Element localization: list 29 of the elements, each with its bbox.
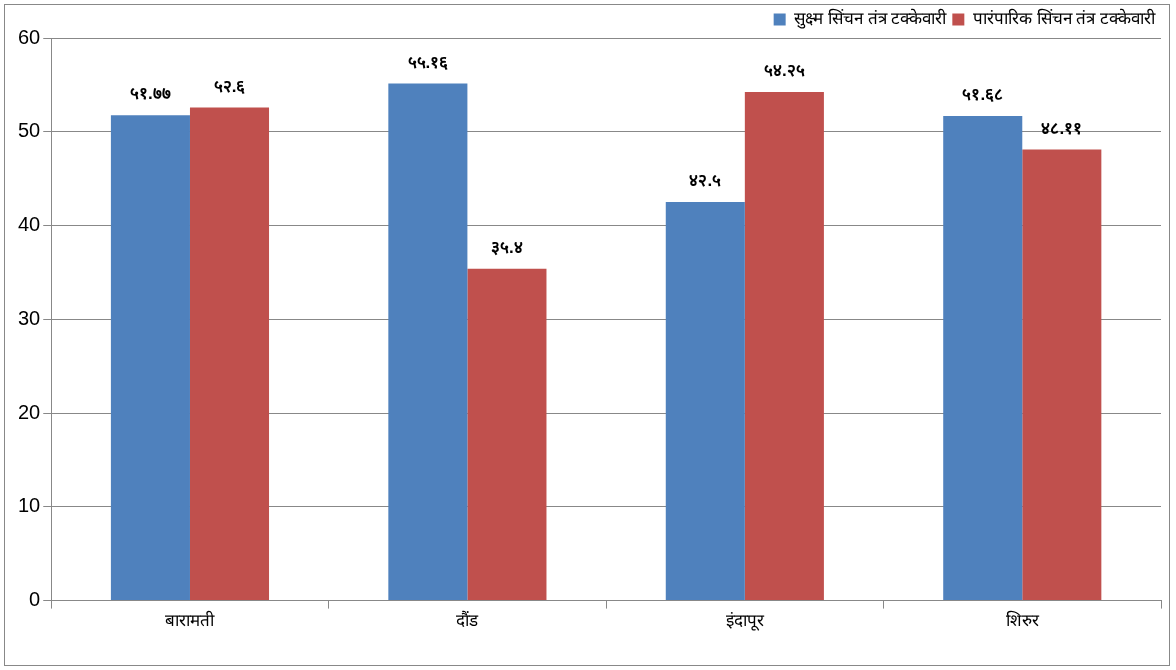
y-tick-label: 40: [18, 213, 41, 236]
x-tick-label: दौंड: [456, 610, 480, 631]
y-tick-label: 30: [18, 306, 41, 329]
data-label: ५१.६८: [962, 85, 1004, 105]
y-tick-label: 20: [18, 400, 41, 423]
bar: [110, 115, 190, 601]
data-label: ४८.११: [1041, 118, 1083, 138]
data-label: ३५.४: [491, 237, 523, 257]
y-tick-label: 50: [18, 119, 41, 142]
bar: [388, 83, 468, 601]
data-label: ५५.१६: [407, 52, 449, 72]
bar: [744, 91, 824, 601]
y-tick-label: 0: [29, 588, 41, 611]
x-tick-label: इंदापूर: [725, 611, 765, 632]
data-label: ५२.६: [213, 76, 246, 96]
bar: [1022, 149, 1102, 601]
bar: [467, 268, 547, 601]
data-label: ४२.५: [689, 171, 722, 191]
x-tick-label: बारामती: [165, 610, 216, 631]
bar: [189, 107, 270, 601]
bar: [665, 202, 745, 601]
bar: [943, 116, 1023, 601]
data-label: ५१.७७: [130, 84, 171, 104]
x-tick-label: शिरुर: [1005, 610, 1040, 631]
legend-label: सुक्ष्म सिंचन तंत्र टक्केवारी: [794, 8, 948, 30]
y-tick-label: 10: [18, 494, 41, 517]
data-label: ५४.२५: [764, 61, 805, 81]
y-tick-label: 60: [18, 25, 41, 48]
legend-label: पारंपारिक सिंचन तंत्र टक्केवारी: [972, 8, 1156, 29]
